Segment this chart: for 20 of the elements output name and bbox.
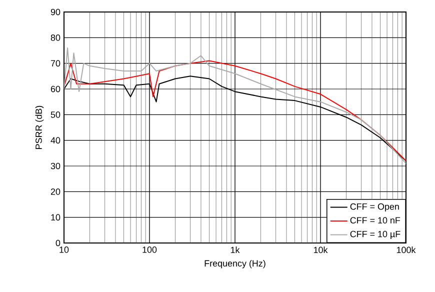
x-tick-label: 100k	[396, 246, 416, 254]
y-tick-label: 0	[56, 240, 60, 246]
x-axis-title: Frequency (Hz)	[204, 260, 266, 268]
y-tick-label: 40	[50, 137, 60, 144]
y-tick-label: 60	[50, 86, 60, 92]
y-axis-title: PSRR (dB)	[35, 106, 44, 149]
legend-label: CFF = Open	[350, 203, 399, 212]
y-tick-label: 70	[50, 60, 60, 67]
x-tick-label: 10	[60, 246, 69, 253]
x-tick-label: 1k	[230, 246, 240, 254]
y-tick-label: 50	[50, 111, 60, 118]
y-tick-label: 80	[50, 34, 60, 41]
y-tick-label: 10	[51, 214, 60, 221]
y-tick-label: 20	[50, 188, 60, 195]
legend-label: CFF = 10 nF	[350, 217, 400, 224]
x-tick-label: 10k	[314, 246, 328, 254]
y-tick-label: 90	[50, 8, 60, 16]
x-tick-label: 100	[142, 246, 157, 253]
y-tick-label: 30	[50, 162, 60, 170]
legend-label: CFF = 10 µF	[350, 230, 400, 239]
